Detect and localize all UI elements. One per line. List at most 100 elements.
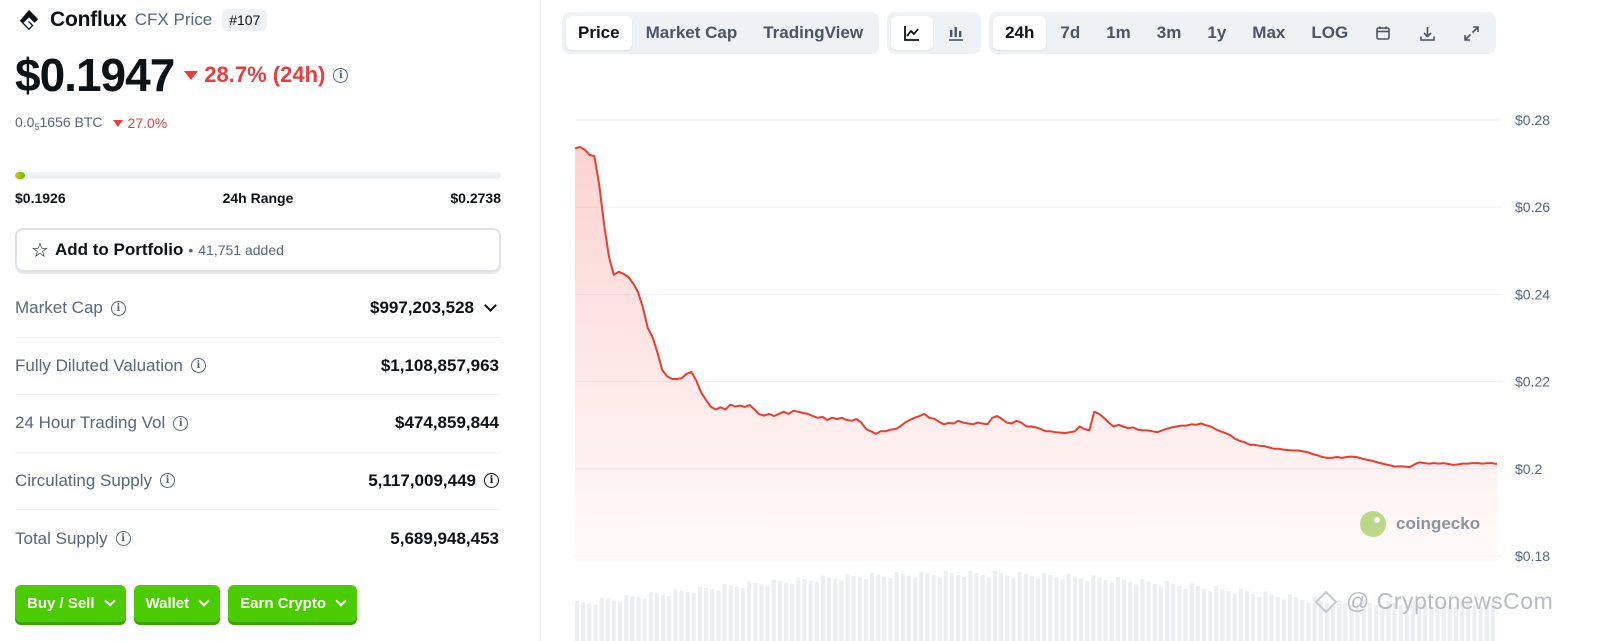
volume-bar [962, 577, 967, 641]
volume-bar [808, 580, 813, 641]
volume-bar [857, 577, 862, 641]
tab-tradingview[interactable]: TradingView [763, 23, 864, 42]
panel-divider [540, 0, 541, 641]
volume-bar [1472, 605, 1477, 641]
volume-bar [1079, 578, 1083, 641]
chevron-down-icon[interactable] [484, 298, 497, 312]
btc-price: 0.051656 BTC [15, 114, 103, 132]
credit-watermark: @ CryptonewsCom [1314, 588, 1553, 615]
price-chart[interactable]: $0.28 $0.26 $0.24 $0.22 $0.2 $0.18 [560, 80, 1600, 641]
buy-sell-button[interactable]: Buy / Sell [15, 585, 126, 622]
price-line [574, 146, 1498, 469]
volume-bar [1417, 603, 1422, 641]
stat-value: $997,203,528 [370, 298, 474, 318]
coingecko-watermark: coingecko [1360, 511, 1480, 537]
volume-bar [1023, 574, 1028, 641]
volume-bar [1484, 601, 1489, 641]
add-to-portfolio-button[interactable]: ☆ Add to Portfolio • 41,751 added [15, 228, 501, 272]
chevron-down-icon [335, 595, 347, 607]
stat-label: Market Cap [15, 298, 103, 318]
info-icon[interactable]: i [190, 358, 206, 374]
range-low: $0.1926 [15, 190, 66, 206]
volume-bar [888, 578, 893, 641]
wallet-button[interactable]: Wallet [133, 585, 221, 622]
coin-name: Conflux [50, 8, 127, 31]
info-icon[interactable]: i [160, 473, 176, 489]
portfolio-separator: • [188, 242, 194, 258]
volume-bar [1202, 588, 1206, 641]
stat-value: 5,117,009,449 [368, 470, 476, 490]
tab-log[interactable]: LOG [1311, 23, 1349, 42]
volume-bar [1275, 596, 1280, 641]
coin-ticker-label: CFX Price [134, 10, 213, 29]
line-chart-button[interactable] [891, 16, 934, 50]
tab-market-cap[interactable]: Market Cap [645, 23, 738, 42]
tab-1m[interactable]: 1m [1106, 23, 1131, 42]
volume-bar [710, 589, 715, 641]
range-bar-fill [15, 172, 25, 179]
volume-bar [599, 598, 604, 641]
stat-row-fdv: Fully Diluted Valuation i $1,108,857,963 [15, 338, 501, 395]
volume-bar [697, 586, 702, 641]
calendar-button[interactable] [1362, 16, 1404, 50]
volume-bar [870, 573, 874, 641]
tab-24h[interactable]: 24h [993, 16, 1047, 50]
volume-bar [1429, 607, 1434, 641]
volume-bar [839, 580, 844, 641]
tab-3m[interactable]: 3m [1156, 23, 1182, 42]
volume-bar [980, 575, 985, 641]
volume-bar [974, 573, 979, 641]
volume-bar [741, 588, 745, 641]
volume-bar [790, 583, 795, 641]
volume-bar [851, 575, 856, 641]
earn-crypto-button[interactable]: Earn Crypto [228, 585, 358, 622]
volume-bar [993, 571, 997, 641]
tab-7d[interactable]: 7d [1060, 23, 1081, 42]
volume-bar [820, 575, 825, 641]
volume-bar [685, 591, 690, 641]
y-tick-label: $0.28 [1515, 112, 1550, 128]
tab-1y[interactable]: 1y [1207, 23, 1227, 42]
tab-price[interactable]: Price [566, 16, 632, 50]
volume-bar [1140, 578, 1145, 641]
volume-bar [784, 582, 788, 641]
volume-bar [1017, 571, 1022, 641]
candlestick-chart-button[interactable] [935, 16, 977, 50]
download-button[interactable] [1406, 16, 1448, 50]
stat-row-volume: 24 Hour Trading Vol i $474,859,844 [15, 395, 501, 453]
volume-bar [1466, 603, 1471, 641]
stat-label: Total Supply [15, 528, 108, 548]
volume-bar [1343, 603, 1348, 641]
tab-max[interactable]: Max [1252, 23, 1286, 42]
volume-bar [968, 571, 973, 641]
price-change-value: 28.7% (24h) [204, 62, 326, 87]
volume-bar [1122, 579, 1127, 641]
price-chart-svg: $0.28 $0.26 $0.24 $0.22 $0.2 $0.18 [574, 112, 1550, 641]
download-icon [1419, 26, 1435, 41]
info-icon[interactable]: i [115, 531, 131, 547]
volume-bar [1324, 602, 1329, 641]
info-icon[interactable]: i [333, 67, 349, 83]
volume-bar [1251, 594, 1256, 641]
volume-bar [673, 589, 678, 641]
volume-bar [1238, 588, 1243, 641]
volume-bar [906, 575, 911, 641]
portfolio-label: Add to Portfolio [54, 240, 184, 259]
volume-bar [722, 584, 727, 641]
volume-bar [716, 590, 721, 641]
volume-bar [691, 593, 696, 641]
info-icon[interactable]: i [484, 473, 499, 489]
volume-bar [1355, 607, 1360, 641]
volume-bar [1478, 607, 1483, 641]
volume-bar [931, 575, 936, 641]
volume-bar [624, 595, 629, 641]
volume-bar [1134, 584, 1139, 641]
volume-bar [1447, 605, 1452, 641]
volume-bar [1214, 585, 1219, 641]
volume-bar [1337, 600, 1342, 641]
y-tick-label: $0.22 [1515, 374, 1550, 390]
info-icon[interactable]: i [173, 415, 189, 431]
volume-bar [1171, 583, 1176, 641]
expand-button[interactable] [1450, 16, 1492, 50]
info-icon[interactable]: i [110, 300, 126, 316]
